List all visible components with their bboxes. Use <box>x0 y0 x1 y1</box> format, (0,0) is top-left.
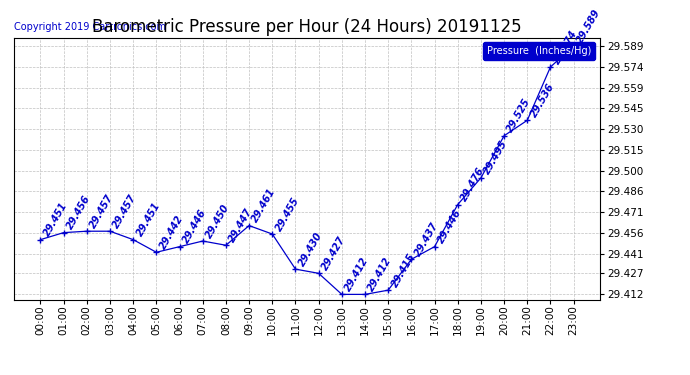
Text: 29.442: 29.442 <box>158 213 185 251</box>
Text: 29.525: 29.525 <box>506 97 533 134</box>
Text: 29.437: 29.437 <box>413 220 440 258</box>
Text: 29.430: 29.430 <box>297 230 324 268</box>
Text: 29.476: 29.476 <box>459 166 486 203</box>
Text: 29.455: 29.455 <box>274 195 301 232</box>
Text: 29.447: 29.447 <box>227 206 255 244</box>
Text: 29.536: 29.536 <box>529 81 556 119</box>
Title: Barometric Pressure per Hour (24 Hours) 20191125: Barometric Pressure per Hour (24 Hours) … <box>92 18 522 36</box>
Text: 29.450: 29.450 <box>204 202 232 240</box>
Text: 29.574: 29.574 <box>552 28 580 66</box>
Text: 29.495: 29.495 <box>482 139 510 177</box>
Text: 29.589: 29.589 <box>575 7 602 45</box>
Text: 29.446: 29.446 <box>436 208 464 245</box>
Text: Copyright 2019 Cartronics.com: Copyright 2019 Cartronics.com <box>14 22 166 32</box>
Text: 29.412: 29.412 <box>343 255 371 293</box>
Text: 29.451: 29.451 <box>42 201 69 238</box>
Text: 29.457: 29.457 <box>111 192 139 230</box>
Text: 29.461: 29.461 <box>250 187 278 224</box>
Text: 29.427: 29.427 <box>320 234 348 272</box>
Text: 29.446: 29.446 <box>181 208 208 245</box>
Text: 29.457: 29.457 <box>88 192 116 230</box>
Legend: Pressure  (Inches/Hg): Pressure (Inches/Hg) <box>483 42 595 60</box>
Text: 29.451: 29.451 <box>135 201 162 238</box>
Text: 29.456: 29.456 <box>65 194 92 231</box>
Text: 29.415: 29.415 <box>390 251 417 289</box>
Text: 29.412: 29.412 <box>366 255 394 293</box>
